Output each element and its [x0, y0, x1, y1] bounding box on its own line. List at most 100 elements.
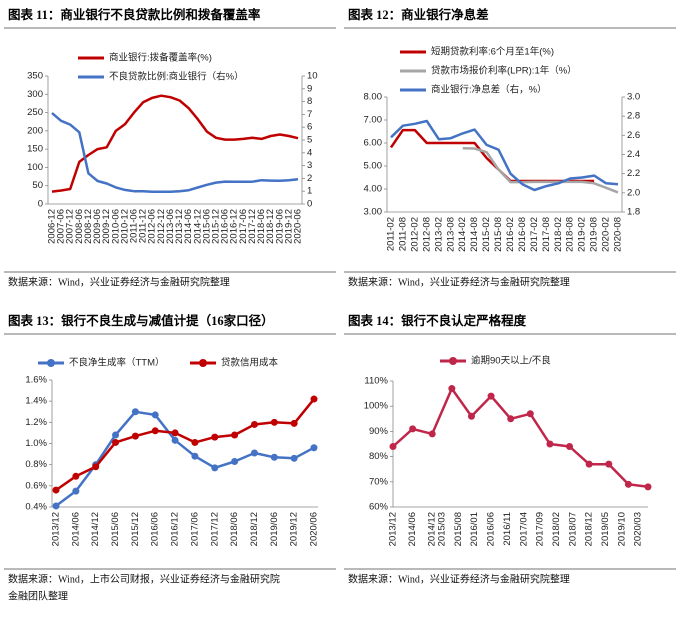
y-tick-label: 110%: [364, 376, 388, 387]
x-tick-label: 2010-12: [119, 209, 130, 244]
x-tick-label: 2016/12: [170, 512, 181, 546]
point: [644, 483, 652, 491]
y-tick-label: 0.8%: [25, 459, 47, 470]
y-tick-label: 300: [27, 89, 43, 100]
x-tick-label: 2012-08: [421, 217, 432, 252]
y-tick-label: 7.00: [364, 115, 383, 126]
legend-label: 不良净生成率（TTM）: [69, 357, 165, 369]
x-tick-label: 2013-06: [165, 209, 176, 244]
series-line: [390, 119, 619, 192]
y-tick-label: 200: [27, 125, 43, 136]
chart-title: 图表 12：商业银行净息差: [348, 7, 489, 22]
y2-tick-label: 6: [307, 122, 312, 133]
point: [171, 429, 179, 437]
y-tick-label: 100: [27, 162, 43, 173]
y-tick-label: 0.6%: [25, 480, 47, 491]
x-tick-label: 2012-12: [156, 209, 167, 244]
x-tick-label: 2015-08: [493, 217, 504, 252]
x-tick-label: 2019/06: [269, 512, 280, 546]
x-tick-label: 2009-06: [92, 209, 103, 244]
source: 数据来源：Wind，兴业证券经济与金融研究院整理: [8, 275, 230, 288]
x-tick-label: 2014/06: [407, 512, 418, 546]
x-tick-label: 2016-02: [505, 217, 516, 252]
point: [72, 472, 80, 480]
x-tick-label: 2014-12: [192, 209, 203, 244]
point: [191, 452, 199, 460]
y2-tick-label: 2.0: [627, 187, 640, 198]
x-tick-label: 2012-06: [147, 209, 158, 244]
point: [191, 438, 199, 446]
point: [448, 385, 456, 393]
y2-tick-label: 1.8: [627, 207, 640, 218]
x-tick-label: 2015-12: [211, 209, 222, 244]
point: [507, 415, 515, 423]
y-tick-label: 80%: [369, 451, 389, 462]
point: [428, 430, 436, 438]
x-tick-label: 2014-06: [183, 209, 194, 244]
x-tick-label: 2015-06: [201, 209, 212, 244]
x-tick-label: 2013-08: [445, 217, 456, 252]
y2-tick-label: 4: [307, 147, 312, 158]
y-tick-label: 6.00: [364, 138, 383, 149]
x-tick-label: 2018/12: [584, 512, 595, 546]
x-tick-label: 2013-12: [174, 209, 185, 244]
x-tick-label: 2017-08: [541, 217, 552, 252]
y-tick-label: 0.4%: [25, 502, 47, 513]
y2-tick-label: 2.8: [627, 111, 640, 122]
legend-marker: [47, 359, 55, 367]
legend-label: 贷款市场报价利率(LPR):1年（%）: [431, 65, 577, 77]
point: [487, 392, 495, 400]
x-tick-label: 2016/06: [486, 512, 497, 546]
x-tick-label: 2012-02: [409, 217, 420, 252]
x-tick-label: 2017-12: [247, 209, 258, 244]
point: [270, 453, 278, 461]
point: [52, 502, 60, 510]
y-tick-label: 1.2%: [25, 417, 47, 428]
x-tick-label: 2007-06: [56, 209, 67, 244]
point: [270, 418, 278, 426]
y-tick-label: 150: [27, 144, 43, 155]
point: [605, 460, 613, 468]
source: 数据来源：Wind，兴业证券经济与金融研究院整理: [348, 275, 570, 288]
x-tick-label: 2014/12: [427, 512, 438, 546]
point: [211, 433, 219, 441]
y2-tick-label: 10: [307, 71, 318, 82]
point: [92, 463, 100, 471]
y-tick-label: 60%: [369, 502, 389, 513]
point: [231, 457, 239, 465]
point: [231, 431, 239, 439]
point: [211, 464, 219, 472]
x-tick-label: 2015/08: [453, 512, 464, 546]
x-tick-label: 2016/11: [502, 512, 513, 546]
x-tick-label: 2016/06: [150, 512, 161, 546]
x-tick-label: 2016/01: [469, 512, 480, 546]
x-tick-label: 2015/06: [110, 512, 121, 546]
x-tick-label: 2020-08: [613, 217, 624, 252]
series-line: [51, 94, 299, 193]
point: [72, 487, 80, 495]
y2-tick-label: 7: [307, 109, 312, 120]
legend-label: 短期贷款利率:6个月至1年(%): [431, 46, 554, 58]
point: [585, 460, 593, 468]
x-tick-label: 2011-06: [129, 209, 140, 243]
x-tick-label: 2017-02: [529, 217, 540, 252]
point: [112, 431, 120, 439]
x-tick-label: 2008-06: [74, 209, 85, 244]
x-tick-label: 2019/12: [289, 512, 300, 546]
point: [310, 444, 318, 452]
y2-tick-label: 2.2: [627, 168, 640, 179]
x-tick-label: 2016-08: [517, 217, 528, 252]
series-line: [389, 128, 595, 183]
x-tick-label: 2011-02: [386, 217, 397, 251]
legend-label: 商业银行:净息差（右，%）: [431, 84, 547, 96]
x-tick-label: 2019/05: [600, 512, 611, 546]
y-tick-label: 4.00: [364, 184, 383, 195]
x-tick-label: 2019-02: [577, 217, 588, 252]
y2-tick-label: 9: [307, 83, 312, 94]
x-tick-label: 2015/03: [437, 512, 448, 546]
chart-title: 图表 13：银行不良生成与减值计提（16家口径）: [8, 313, 274, 328]
source: 数据来源：Wind，上市公司财报，兴业证券经济与金融研究院: [8, 572, 280, 585]
series-line: [51, 112, 299, 194]
point: [250, 420, 258, 428]
x-tick-label: 2014-08: [469, 217, 480, 252]
